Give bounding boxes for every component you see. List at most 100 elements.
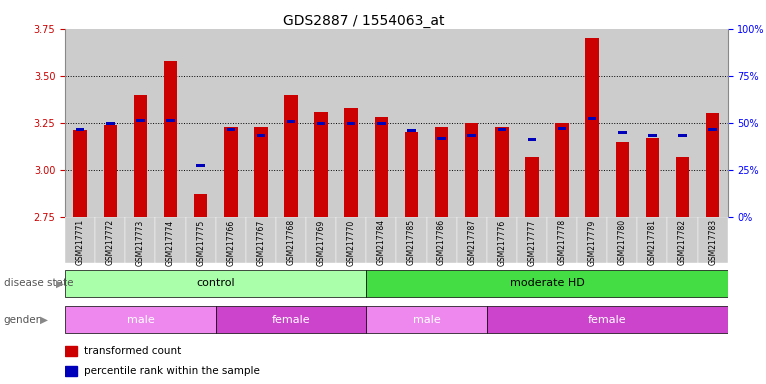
Bar — [314, 112, 328, 217]
Bar — [404, 132, 418, 217]
FancyBboxPatch shape — [216, 306, 366, 333]
Bar — [577, 217, 607, 263]
Text: GSM217774: GSM217774 — [166, 219, 175, 265]
Bar — [698, 29, 728, 217]
Bar — [637, 29, 667, 217]
Text: GSM217766: GSM217766 — [226, 219, 235, 265]
Bar — [637, 217, 667, 263]
Bar — [709, 128, 717, 131]
Bar — [408, 129, 416, 132]
Text: GSM217770: GSM217770 — [347, 219, 355, 265]
Bar — [467, 134, 476, 137]
Text: GSM217782: GSM217782 — [678, 219, 687, 265]
Bar — [65, 217, 95, 263]
Bar — [648, 134, 656, 137]
Text: ▶: ▶ — [40, 315, 47, 325]
Bar — [618, 131, 627, 134]
Text: GSM217783: GSM217783 — [708, 219, 717, 265]
Bar — [155, 29, 185, 217]
Bar — [336, 217, 366, 263]
Text: control: control — [196, 278, 235, 288]
Text: female: female — [272, 314, 310, 325]
Bar — [136, 119, 145, 122]
Bar — [676, 157, 689, 217]
Bar — [246, 217, 276, 263]
Text: GSM217777: GSM217777 — [528, 219, 536, 265]
Title: GDS2887 / 1554063_at: GDS2887 / 1554063_at — [283, 14, 444, 28]
Bar — [486, 29, 517, 217]
Bar — [95, 29, 126, 217]
FancyBboxPatch shape — [486, 306, 728, 333]
Bar — [585, 38, 599, 217]
Bar — [555, 123, 569, 217]
Bar — [547, 217, 577, 263]
Bar — [276, 217, 306, 263]
Bar — [465, 123, 479, 217]
Bar — [498, 128, 506, 131]
Text: GSM217786: GSM217786 — [437, 219, 446, 265]
Bar — [667, 29, 698, 217]
Bar — [705, 114, 719, 217]
Bar — [74, 131, 87, 217]
Bar — [76, 128, 84, 131]
Bar — [155, 217, 185, 263]
Text: GSM217776: GSM217776 — [497, 219, 506, 265]
Text: GSM217771: GSM217771 — [76, 219, 85, 265]
Bar — [646, 138, 660, 217]
Bar — [435, 127, 448, 217]
Text: gender: gender — [4, 315, 41, 325]
FancyBboxPatch shape — [366, 306, 486, 333]
Text: GSM217779: GSM217779 — [588, 219, 597, 265]
Bar — [698, 217, 728, 263]
Bar — [306, 217, 336, 263]
Bar — [336, 29, 366, 217]
Bar — [588, 117, 597, 120]
Text: GSM217780: GSM217780 — [618, 219, 627, 265]
Bar — [375, 117, 388, 217]
Bar — [427, 217, 457, 263]
Bar — [194, 194, 208, 217]
Text: GSM217768: GSM217768 — [286, 219, 296, 265]
Bar — [457, 217, 486, 263]
Bar — [227, 128, 235, 131]
Bar — [427, 29, 457, 217]
Text: GSM217778: GSM217778 — [558, 219, 567, 265]
Bar — [185, 29, 216, 217]
Bar — [437, 137, 446, 141]
Bar — [679, 134, 687, 137]
Bar — [486, 217, 517, 263]
Bar — [397, 29, 427, 217]
Bar — [133, 95, 147, 217]
Bar — [224, 127, 237, 217]
Bar — [164, 61, 177, 217]
Bar — [257, 134, 265, 137]
Bar — [366, 29, 397, 217]
Text: male: male — [126, 314, 154, 325]
FancyBboxPatch shape — [65, 306, 216, 333]
Bar — [185, 217, 216, 263]
Text: GSM217785: GSM217785 — [407, 219, 416, 265]
Text: GSM217772: GSM217772 — [106, 219, 115, 265]
Text: GSM217784: GSM217784 — [377, 219, 386, 265]
Text: moderate HD: moderate HD — [509, 278, 584, 288]
Bar — [558, 127, 566, 130]
Bar — [284, 95, 298, 217]
Bar — [366, 217, 397, 263]
Bar — [103, 125, 117, 217]
Bar — [397, 217, 427, 263]
Bar — [345, 108, 358, 217]
Bar — [126, 29, 155, 217]
Bar — [607, 29, 637, 217]
Bar — [246, 29, 276, 217]
Bar — [306, 29, 336, 217]
Bar — [286, 121, 295, 123]
FancyBboxPatch shape — [65, 270, 366, 297]
Bar — [317, 122, 326, 125]
Text: GSM217781: GSM217781 — [648, 219, 657, 265]
Bar — [65, 366, 77, 376]
Bar — [377, 122, 385, 125]
Bar — [667, 217, 698, 263]
Bar — [254, 127, 267, 217]
Text: female: female — [588, 314, 627, 325]
Bar — [525, 157, 538, 217]
